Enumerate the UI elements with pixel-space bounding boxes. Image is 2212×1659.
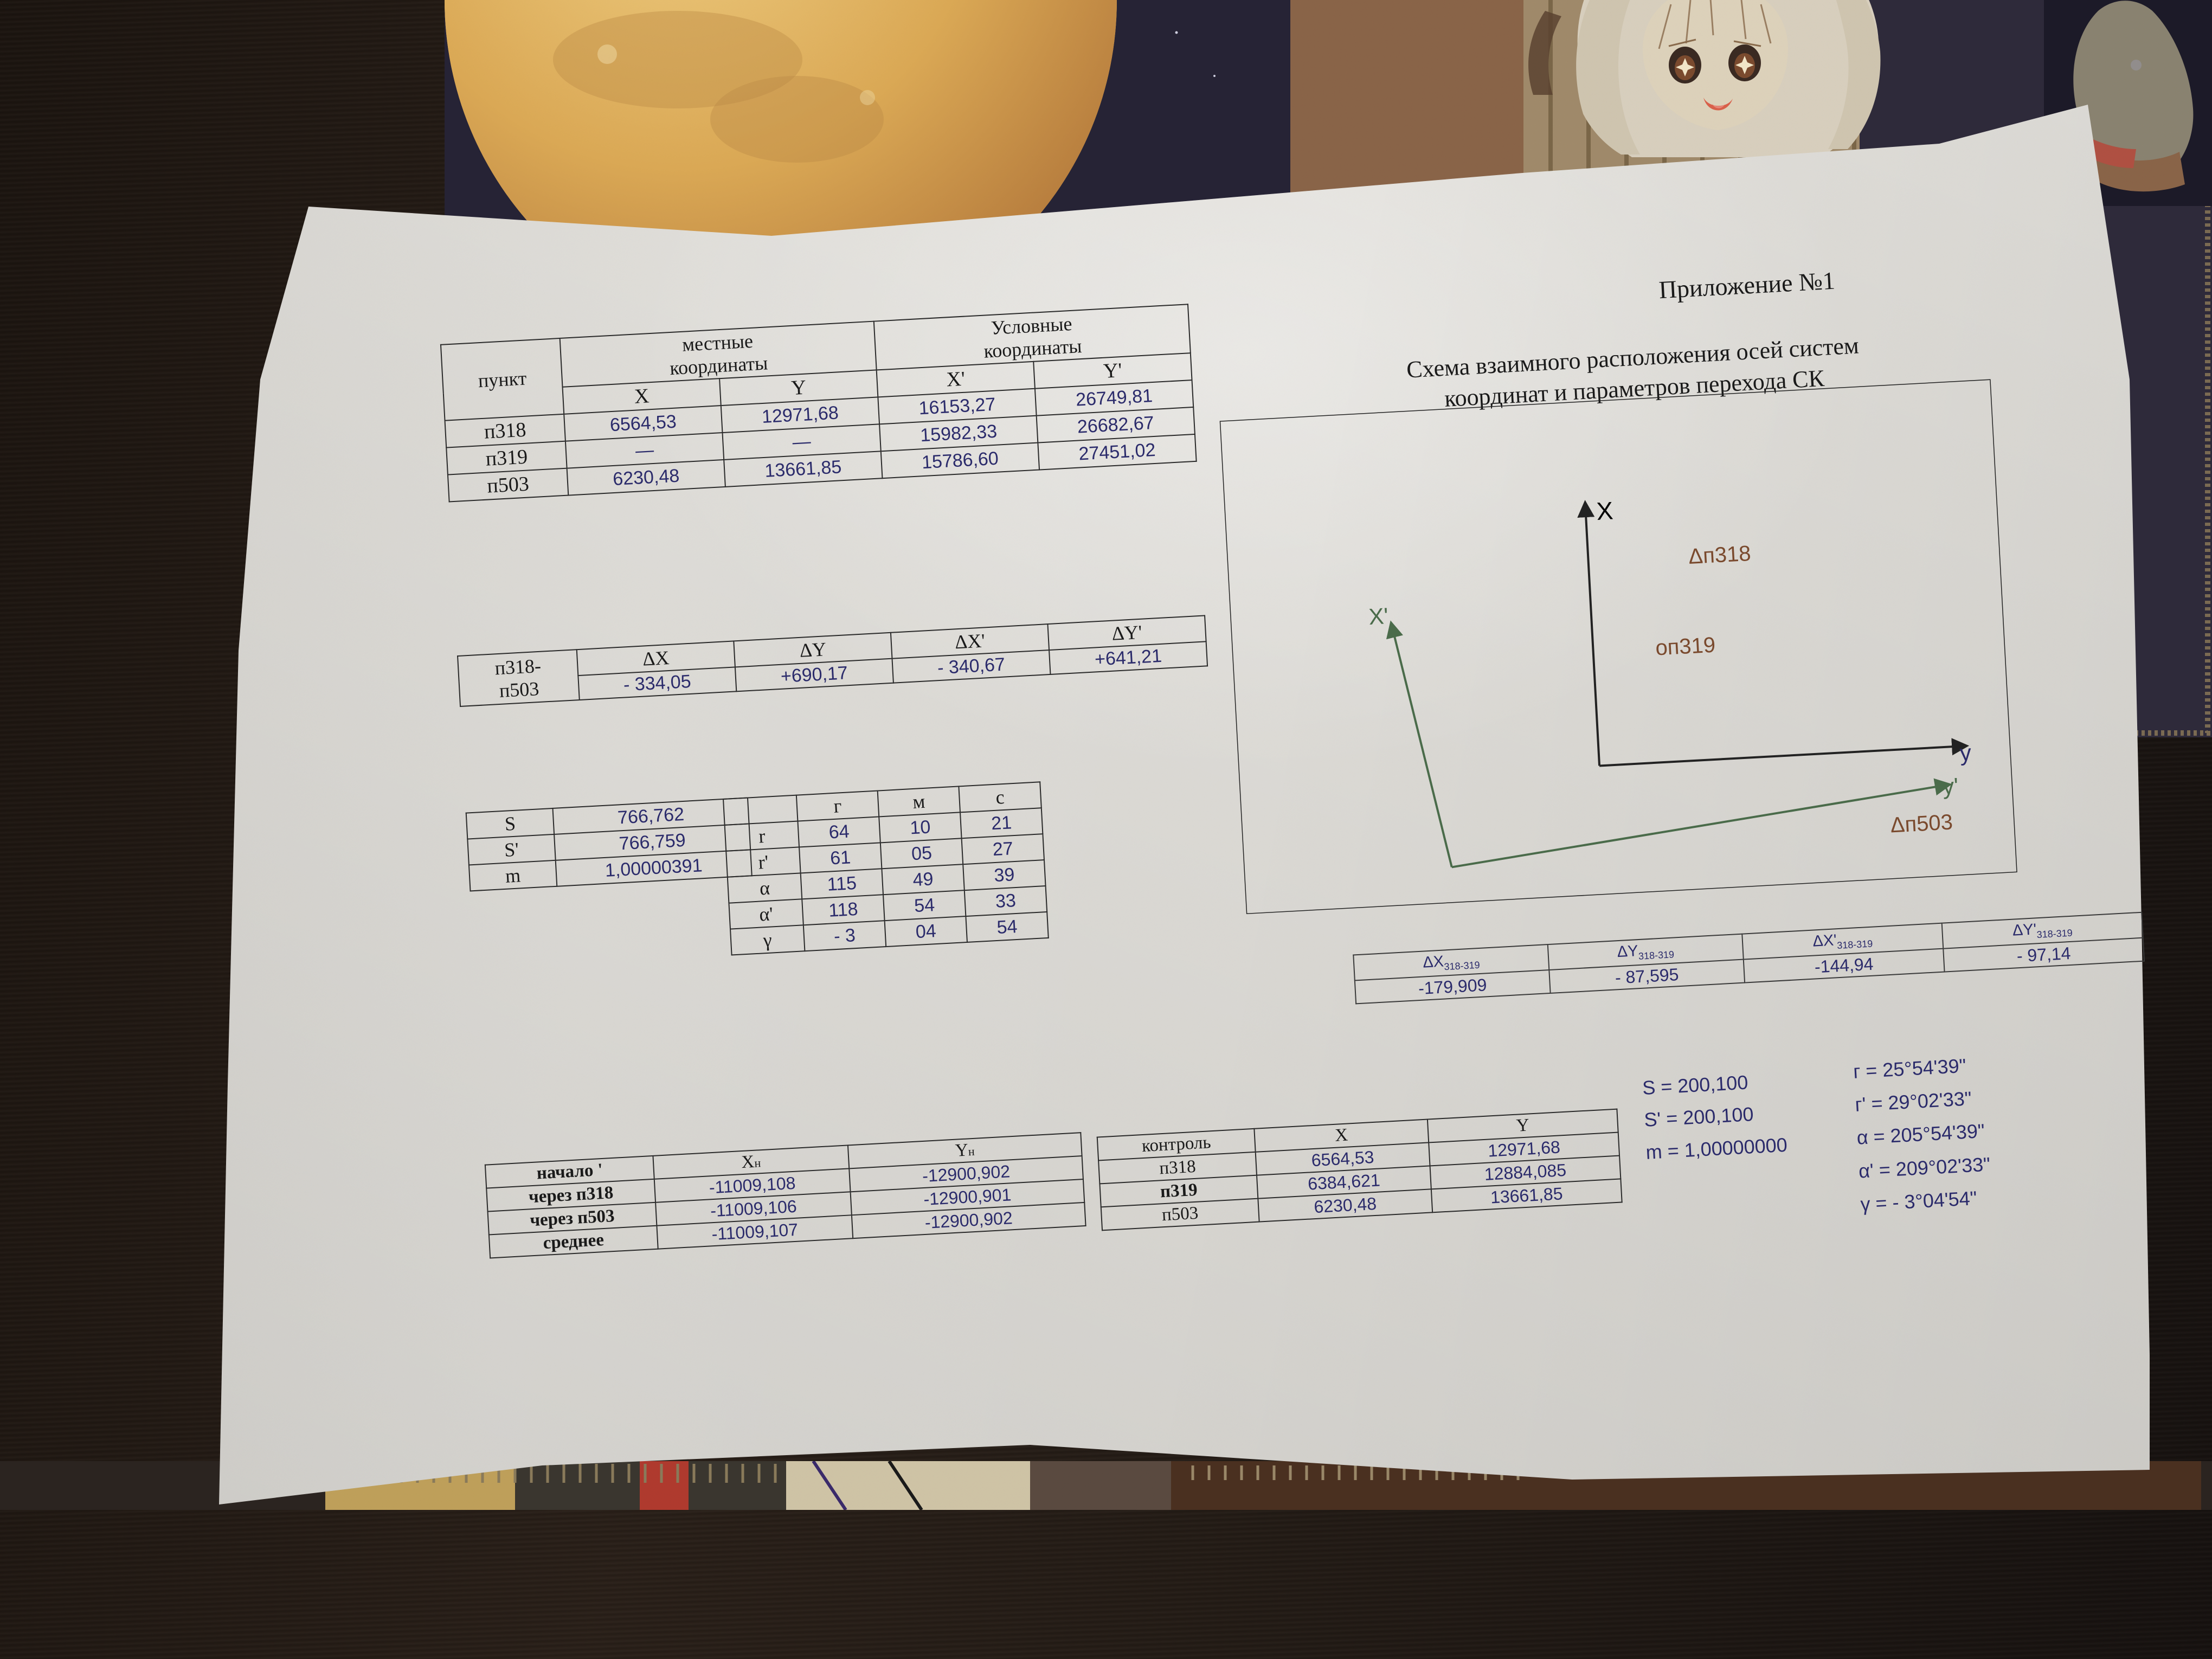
svg-text:Δп318: Δп318 (1688, 542, 1751, 569)
svg-text:X: X (1596, 496, 1613, 525)
svg-text:y': y' (1942, 773, 1959, 800)
svg-text:X': X' (1368, 603, 1389, 629)
svg-text:y: y (1959, 740, 1972, 766)
svg-text:oп319: oп319 (1655, 633, 1716, 660)
svg-text:Δп503: Δп503 (1890, 810, 1953, 837)
